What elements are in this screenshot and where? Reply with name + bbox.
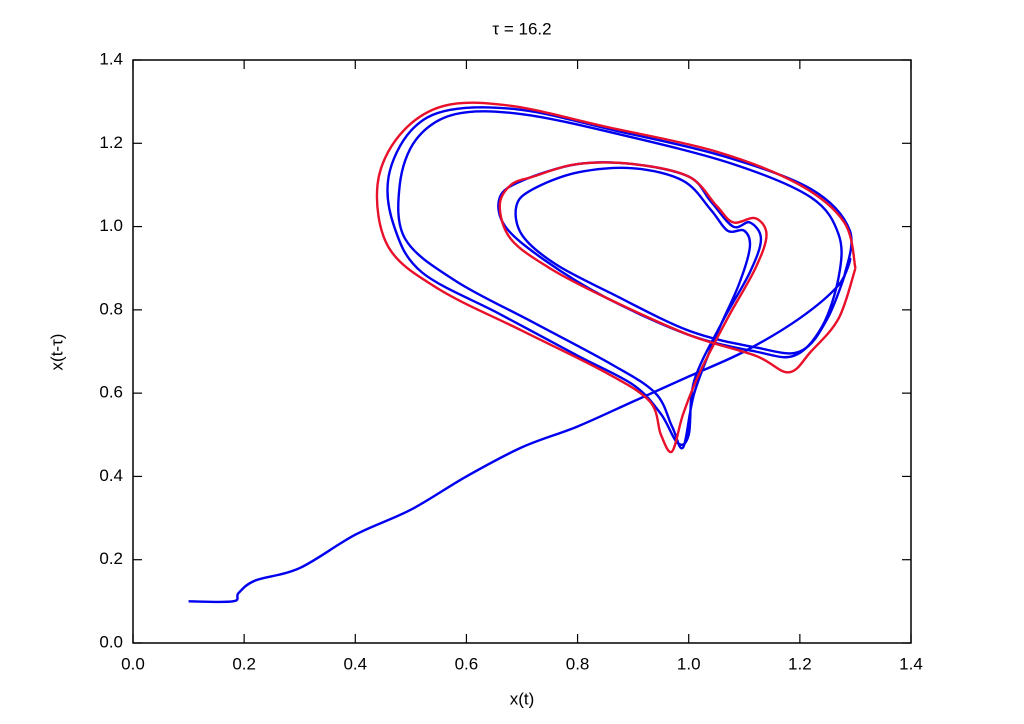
y-axis-label: x(t-τ) (47, 334, 66, 371)
y-tick-label: 0.4 (99, 466, 123, 485)
y-tick-label: 1.0 (99, 216, 123, 235)
x-tick-label: 0.6 (455, 654, 479, 673)
y-tick-label: 1.4 (99, 49, 123, 68)
x-tick-label: 0.0 (121, 654, 145, 673)
x-tick-label: 0.2 (232, 654, 256, 673)
y-tick-label: 0.0 (99, 632, 123, 651)
x-tick-label: 1.0 (677, 654, 701, 673)
y-tick-label: 0.8 (99, 299, 123, 318)
y-tick-label: 0.2 (99, 549, 123, 568)
series-line (375, 101, 857, 454)
x-tick-label: 0.8 (566, 654, 590, 673)
x-tick-label: 0.4 (343, 654, 367, 673)
series-line (188, 106, 853, 604)
y-tick-label: 0.6 (99, 383, 123, 402)
plot-frame (132, 59, 912, 644)
x-tick-label: 1.4 (899, 654, 923, 673)
x-tick-label: 1.2 (788, 654, 812, 673)
chart-title: τ = 16.2 (492, 19, 551, 38)
x-axis-label: x(t) (510, 689, 535, 708)
y-tick-label: 1.2 (99, 133, 123, 152)
